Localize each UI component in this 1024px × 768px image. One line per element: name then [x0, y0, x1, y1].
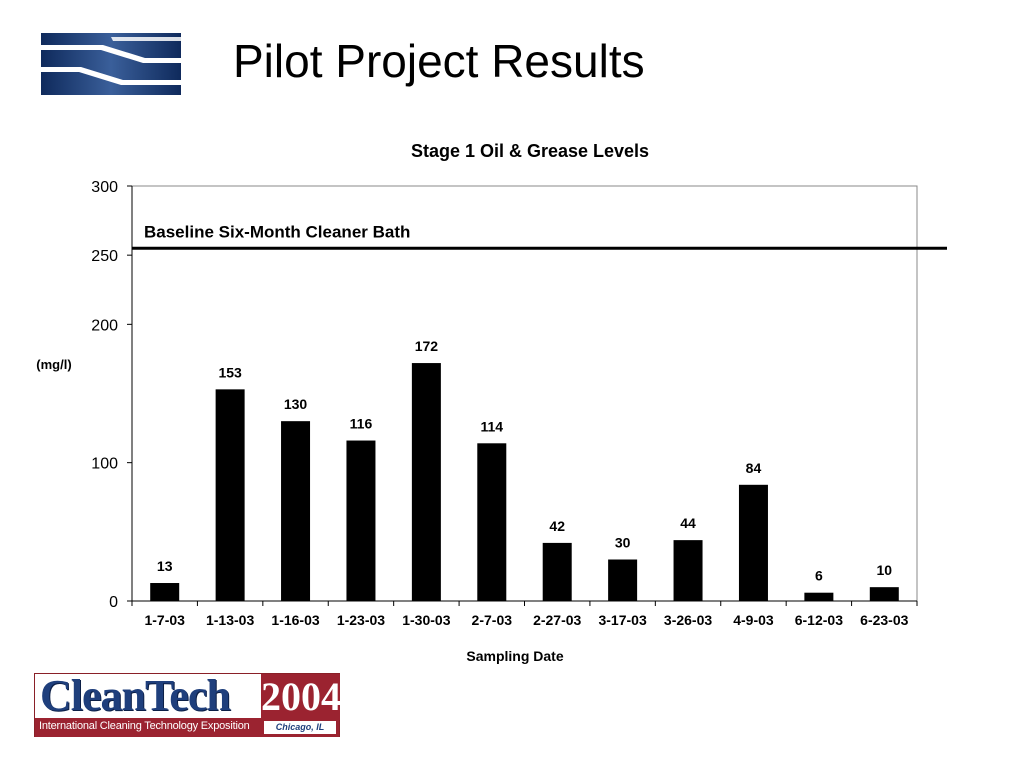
bar — [215, 389, 245, 601]
x-tick-label: 1-30-03 — [402, 612, 450, 628]
y-tick-label: 300 — [91, 179, 118, 196]
x-axis-label: Sampling Date — [466, 648, 563, 664]
bar-value-label: 114 — [480, 418, 503, 434]
x-tick-label: 1-23-03 — [337, 612, 385, 628]
x-tick-label: 4-9-03 — [733, 612, 774, 628]
cleantech-year-box: 2004 — [261, 674, 341, 720]
x-tick-label: 2-27-03 — [533, 612, 581, 628]
x-tick-label: 1-16-03 — [271, 612, 319, 628]
y-tick-label: 0 — [109, 594, 118, 611]
company-logo — [41, 33, 181, 95]
bar-value-label: 13 — [157, 558, 173, 574]
slide-title: Pilot Project Results — [233, 35, 645, 87]
bar — [411, 363, 441, 601]
cleantech-name: CleanTech — [40, 671, 231, 720]
bar — [738, 484, 768, 601]
bar — [477, 443, 507, 601]
oil-grease-bar-chart: Stage 1 Oil & Grease Levels (mg/l) Sampl… — [36, 141, 947, 664]
x-tick-label: 1-13-03 — [206, 612, 254, 628]
cleantech-tagline: International Cleaning Technology Exposi… — [39, 720, 250, 732]
baseline-label: Baseline Six-Month Cleaner Bath — [144, 222, 410, 241]
bar-value-label: 153 — [218, 364, 242, 380]
cleantech-banner: International Cleaning Technology Exposi… — [35, 718, 339, 737]
bar — [869, 587, 899, 601]
bar — [804, 592, 834, 601]
bar-value-label: 6 — [815, 568, 823, 584]
bar-value-label: 30 — [615, 535, 631, 551]
y-tick-label: 250 — [91, 248, 118, 265]
bar — [281, 421, 311, 601]
bar-value-label: 42 — [549, 518, 565, 534]
bar-value-label: 172 — [415, 338, 439, 354]
y-tick-label: 200 — [91, 317, 118, 334]
chart-title: Stage 1 Oil & Grease Levels — [411, 141, 649, 161]
bar-value-label: 84 — [746, 460, 762, 476]
x-tick-label: 6-12-03 — [795, 612, 843, 628]
bar — [542, 542, 572, 601]
bar-value-label: 116 — [350, 416, 373, 432]
y-tick-label: 100 — [91, 456, 118, 473]
x-tick-label: 1-7-03 — [144, 612, 185, 628]
x-tick-label: 3-17-03 — [598, 612, 646, 628]
bar-value-label: 44 — [680, 515, 696, 531]
cleantech-logo: CleanTech 2004 International Cleaning Te… — [34, 671, 341, 737]
x-tick-label: 3-26-03 — [664, 612, 712, 628]
bar-value-label: 130 — [284, 396, 308, 412]
bar — [608, 559, 638, 601]
x-tick-label: 6-23-03 — [860, 612, 908, 628]
bar — [150, 583, 180, 601]
cleantech-year: 2004 — [261, 674, 341, 719]
x-tick-label: 2-7-03 — [472, 612, 513, 628]
bar — [346, 440, 376, 601]
cleantech-location: Chicago, IL — [275, 722, 325, 732]
cleantech-location-box: Chicago, IL — [264, 721, 336, 734]
bar — [673, 540, 703, 601]
bar-value-label: 10 — [877, 562, 893, 578]
y-axis-label: (mg/l) — [36, 357, 71, 372]
